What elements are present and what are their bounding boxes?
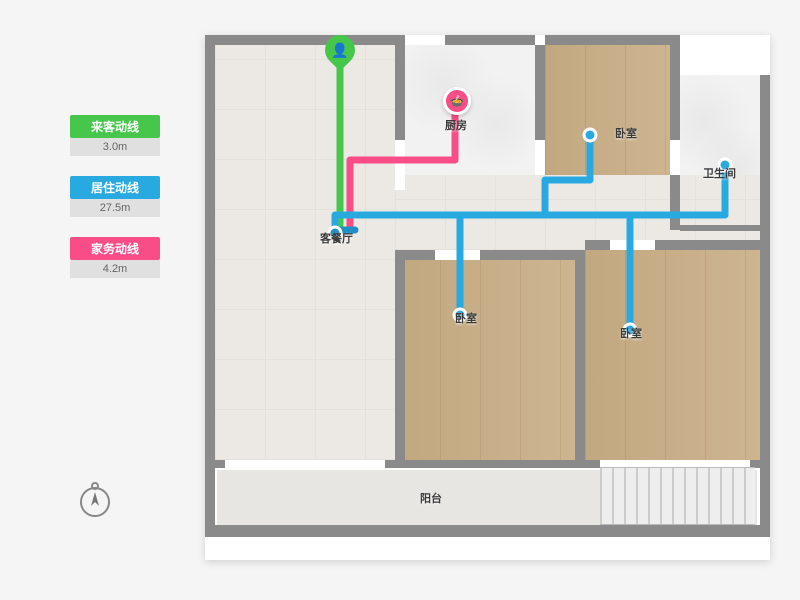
legend-value-guest: 3.0m [70,138,160,156]
room-living [215,45,395,460]
legend-value-chores: 4.2m [70,260,160,278]
compass-icon [75,480,115,520]
room-label-kitchen: 厨房 [445,117,467,133]
door-gap-5 [435,250,480,260]
door-gap-7 [225,460,385,468]
wall-12 [395,250,580,260]
legend-label-living: 居住动线 [70,176,160,199]
legend-value-living: 27.5m [70,199,160,217]
wall-11 [575,250,585,465]
door-gap-2 [395,140,405,190]
wall-1 [445,35,535,45]
room-label-bed-sw: 卧室 [455,310,477,326]
wall-4 [205,525,770,537]
door-gap-0 [405,35,445,45]
room-label-bed-n: 卧室 [615,125,637,141]
kitchen-pin-icon: 🍲 [443,87,471,115]
legend-label-guest: 来客动线 [70,115,160,138]
wall-15 [680,225,770,231]
legend-item-guest: 来客动线 3.0m [70,115,160,156]
room-bed-n [545,45,670,175]
room-label-balcony: 阳台 [420,490,442,506]
wall-14 [670,175,680,230]
room-label-living: 客餐厅 [320,230,353,246]
wall-10 [395,250,405,465]
room-kitchen [405,45,535,175]
wall-9 [395,45,405,140]
floorplan: 👤🍲客餐厅厨房卧室卫生间卧室卧室阳台 [205,35,770,560]
legend: 来客动线 3.0m 居住动线 27.5m 家务动线 4.2m [70,115,160,298]
room-hall [395,175,760,250]
legend-item-chores: 家务动线 4.2m [70,237,160,278]
room-label-bed-se: 卧室 [620,325,642,341]
guest-start-pin-icon: 👤 [325,35,355,77]
wall-3 [205,35,215,535]
balcony-rail-0 [600,467,755,525]
door-gap-6 [610,240,655,250]
door-gap-4 [670,140,680,175]
canvas: 来客动线 3.0m 居住动线 27.5m 家务动线 4.2m 👤 🍲 客餐厅 厨房卧室… [0,0,800,600]
room-bed-sw [400,260,575,460]
door-gap-1 [680,35,770,75]
wall-2 [545,35,680,45]
legend-item-living: 居住动线 27.5m [70,176,160,217]
room-bed-se [585,250,760,460]
room-label-bath: 卫生间 [703,165,736,181]
door-gap-3 [535,140,545,175]
wall-0 [205,35,405,45]
legend-label-chores: 家务动线 [70,237,160,260]
